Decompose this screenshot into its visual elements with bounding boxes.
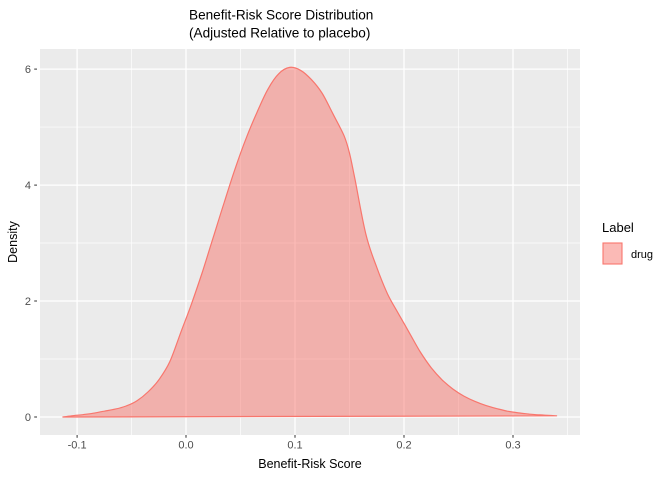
y-tick-label: 6 <box>25 64 31 76</box>
y-axis-tick-labels: 0 2 4 6 <box>25 64 31 424</box>
legend-title: Label <box>602 220 634 235</box>
x-tick-label: 0.1 <box>287 440 302 452</box>
x-tick-label: 0.2 <box>396 440 411 452</box>
x-axis-tick-labels: -0.1 0.0 0.1 0.2 0.3 <box>68 440 521 452</box>
x-tick-label: -0.1 <box>68 440 87 452</box>
legend-swatch-drug <box>602 242 623 265</box>
x-tick-label: 0.0 <box>178 440 193 452</box>
plot-title-line1: Benefit-Risk Score Distribution <box>189 8 373 23</box>
x-axis-title: Benefit-Risk Score <box>258 457 362 471</box>
legend: Label drug <box>602 220 653 265</box>
axis-tick-marks <box>34 68 514 438</box>
y-axis-title: Density <box>6 220 20 262</box>
y-tick-label: 2 <box>25 296 31 308</box>
density-curve-drug <box>62 66 558 418</box>
plot-title-line2: (Adjusted Relative to placebo) <box>189 26 370 41</box>
y-tick-label: 0 <box>25 412 31 424</box>
x-tick-label: 0.3 <box>505 440 520 452</box>
legend-label-drug: drug <box>631 249 653 261</box>
y-tick-label: 4 <box>25 180 31 192</box>
